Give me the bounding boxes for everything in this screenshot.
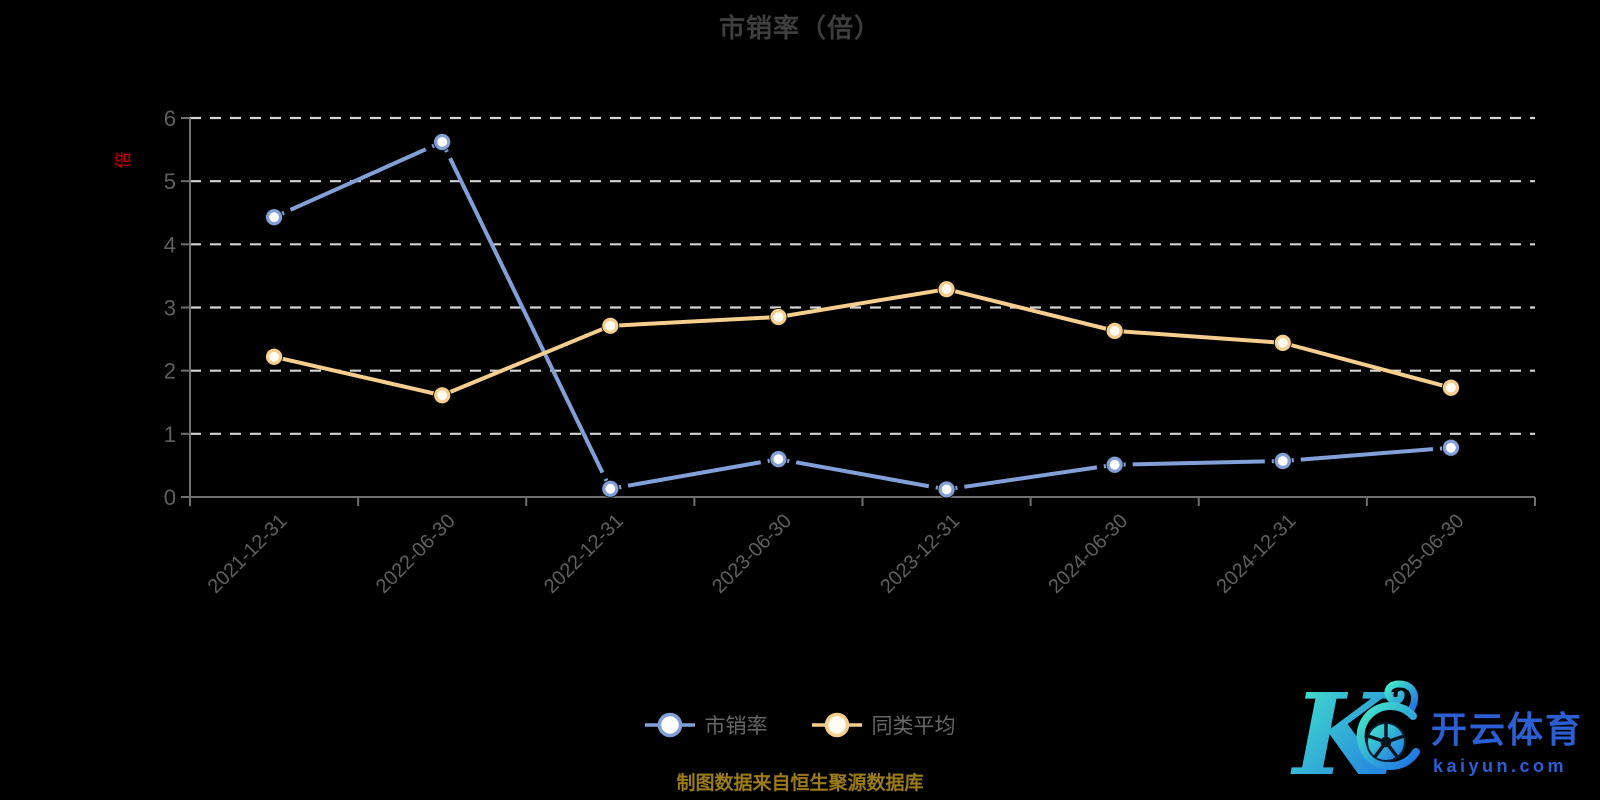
y-tick-label: 1: [164, 422, 176, 447]
series-line-psr-segment: [1114, 458, 1283, 467]
legend-label-peer-average: 同类平均: [871, 715, 956, 738]
y-tick-label: 2: [164, 359, 176, 384]
data-point-marker[interactable]: [1274, 452, 1291, 470]
x-tick-label: 2023-06-30: [708, 510, 796, 598]
data-point-marker[interactable]: [602, 317, 619, 334]
data-point-marker[interactable]: [1106, 322, 1123, 339]
x-tick-label: 2021-12-31: [204, 510, 292, 598]
data-point-marker[interactable]: [1442, 379, 1460, 396]
data-point-marker[interactable]: [770, 308, 787, 326]
series-line-psr-segment: [1282, 445, 1452, 463]
y-tick-label: 3: [164, 296, 176, 321]
legend-marker-psr: [644, 712, 695, 738]
logo-swirl: [1384, 680, 1418, 714]
data-point-marker[interactable]: [434, 133, 451, 151]
series-line-psr-segment: [273, 140, 444, 219]
x-tick-label: 2024-12-31: [1212, 510, 1300, 598]
logo-ring: [1356, 702, 1420, 770]
x-tick-label: 2024-06-30: [1044, 510, 1132, 598]
data-point-marker[interactable]: [265, 209, 283, 226]
data-point-marker[interactable]: [265, 348, 283, 365]
series-line-peer-average: [273, 287, 1452, 398]
series-line-psr-segment: [946, 462, 1115, 492]
soccer-ball-icon: [1366, 722, 1406, 762]
legend-marker-peer-average: [811, 712, 862, 738]
legend-label-psr: 市销率: [704, 715, 768, 738]
series-line-psr-segment: [778, 457, 947, 492]
legend-item-peer-average[interactable]: 同类平均: [811, 710, 956, 740]
data-point-marker[interactable]: [434, 387, 451, 404]
chart-title: 市销率（倍）: [718, 13, 881, 43]
data-point-marker[interactable]: [938, 481, 955, 498]
data-point-marker[interactable]: [770, 451, 787, 468]
data-point-marker[interactable]: [1274, 334, 1291, 351]
x-tick-label: 2023-12-31: [876, 510, 964, 598]
x-tick-label: 2025-06-30: [1381, 510, 1469, 598]
x-tick-label: 2022-12-31: [540, 510, 628, 598]
y-tick-label: 5: [164, 169, 176, 194]
y-tick-label: 0: [164, 485, 176, 510]
kaiyun-logo[interactable]: K 开云体育 kaiyun.com: [1285, 652, 1600, 800]
y-tick-label: 4: [164, 232, 176, 257]
data-source-note: 制图数据来自恒生聚源数据库: [676, 773, 924, 794]
data-point-marker[interactable]: [938, 281, 955, 298]
data-point-marker[interactable]: [1106, 456, 1123, 473]
y-tick-label: 6: [164, 106, 176, 131]
data-point-marker[interactable]: [1442, 439, 1460, 456]
series-line-psr-segment: [440, 141, 613, 490]
x-tick-label: 2022-06-30: [372, 510, 460, 598]
brand-name-cn: 开云体育: [1431, 709, 1583, 750]
chart-legend: 市销率 同类平均: [0, 710, 1600, 740]
data-point-marker[interactable]: [602, 480, 619, 497]
series-line-psr-segment: [609, 457, 779, 491]
legend-item-psr[interactable]: 市销率: [644, 710, 768, 740]
brand-domain: kaiyun.com: [1433, 756, 1567, 776]
